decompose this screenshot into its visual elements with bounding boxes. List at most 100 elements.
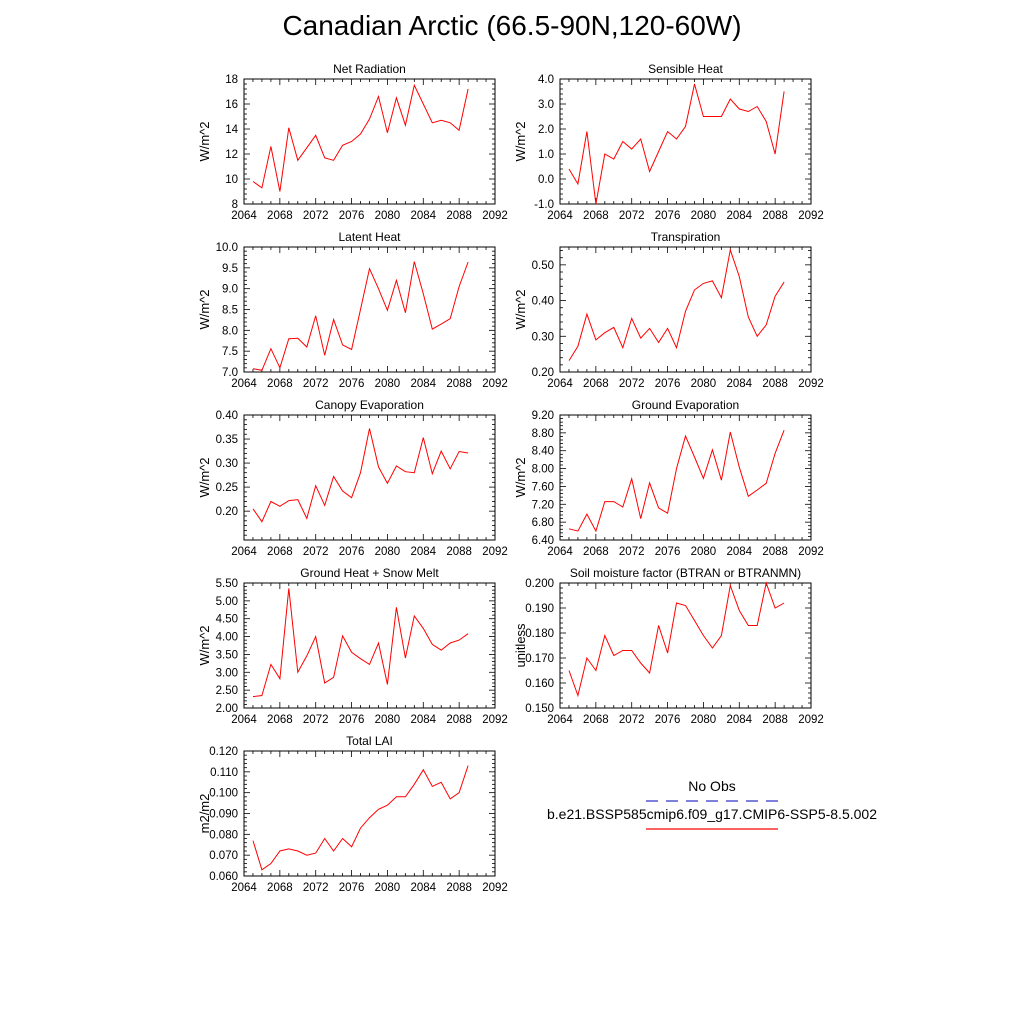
x-tick-label: 2092 (798, 546, 824, 558)
y-tick-label: 0.40 (532, 296, 554, 308)
y-axis-label: W/m^2 (513, 121, 528, 161)
x-tick-label: 2088 (446, 882, 472, 894)
y-axis-label: W/m^2 (513, 289, 528, 329)
chart-panel-9: Total LAI m2/m2 2064 2068 2072 2076 2080 2084 20… (197, 734, 508, 894)
legend-label-no-obs: No Obs (688, 778, 736, 794)
y-tick-label: 0.190 (525, 603, 554, 615)
plot-frame (559, 246, 812, 373)
x-tick-label: 2092 (482, 378, 508, 390)
x-tick-label: 2080 (691, 378, 717, 390)
x-tick-label: 2076 (655, 210, 681, 222)
x-tick-label: 2076 (655, 714, 681, 726)
panel-title: Net Radiation (333, 62, 406, 76)
chart-panel-2: Sensible Heat W/m^2 2064 2068 2072 2076 2080 20… (513, 62, 824, 222)
series-line (568, 247, 785, 361)
x-tick-label: 2088 (446, 210, 472, 222)
chart-panel-7: Ground Heat + Snow Melt W/m^2 2064 2068 2072… (197, 566, 508, 726)
plot-frame (243, 246, 496, 373)
panel-title: Sensible Heat (648, 62, 723, 76)
plot-frame (243, 750, 496, 877)
y-tick-label: 18 (225, 74, 238, 86)
y-axis-label: W/m^2 (513, 457, 528, 497)
panel-title: Total LAI (346, 734, 393, 748)
y-tick-label: 0.100 (209, 788, 238, 800)
y-tick-label: 3.00 (216, 667, 238, 679)
panel-title: Latent Heat (338, 230, 401, 244)
x-tick-label: 2080 (691, 546, 717, 558)
y-tick-label: 0.20 (216, 506, 238, 518)
plot-frame (243, 78, 496, 205)
y-axis-label: W/m^2 (197, 625, 212, 665)
x-tick-label: 2092 (482, 546, 508, 558)
panel-title: Ground Heat + Snow Melt (300, 566, 439, 580)
y-tick-label: 1.0 (538, 149, 554, 161)
chart-panel-5: Canopy Evaporation W/m^2 2064 2068 2072 2076 2… (197, 398, 508, 558)
x-tick-label: 2068 (583, 210, 609, 222)
y-tick-label: 0.160 (525, 678, 554, 690)
y-tick-label: 8.00 (532, 464, 554, 476)
y-tick-label: 7.60 (532, 481, 554, 493)
plot-frame (559, 414, 812, 541)
x-tick-label: 2072 (619, 546, 645, 558)
y-tick-label: 0.110 (210, 767, 238, 779)
plot-frame (559, 78, 812, 205)
x-tick-label: 2084 (726, 714, 752, 726)
y-tick-label: 0.180 (525, 628, 554, 640)
x-tick-label: 2064 (547, 210, 573, 222)
y-tick-label: 2.0 (538, 124, 554, 136)
chart-panel-6: Ground Evaporation W/m^2 2064 2068 2072 2076 2… (513, 398, 824, 558)
x-tick-label: 2088 (762, 378, 788, 390)
x-tick-label: 2072 (619, 714, 645, 726)
x-tick-label: 2088 (762, 546, 788, 558)
y-tick-label: 6.40 (532, 535, 554, 547)
y-tick-label: 0.090 (209, 809, 238, 821)
y-tick-label: 0.080 (209, 829, 238, 841)
y-tick-label: 3.0 (538, 99, 554, 111)
series-line (568, 581, 785, 698)
x-tick-label: 2072 (303, 714, 329, 726)
x-tick-label: 2084 (410, 210, 436, 222)
y-tick-label: 0.070 (209, 850, 238, 862)
x-tick-label: 2064 (231, 882, 257, 894)
y-tick-label: 3.50 (216, 649, 238, 661)
x-tick-label: 2076 (655, 546, 681, 558)
x-tick-label: 2076 (339, 210, 365, 222)
y-tick-label: 0.120 (209, 746, 238, 758)
x-tick-label: 2080 (375, 546, 401, 558)
y-tick-label: 0.30 (532, 331, 554, 343)
x-tick-label: 2092 (482, 882, 508, 894)
x-tick-label: 2072 (303, 882, 329, 894)
x-tick-label: 2072 (303, 210, 329, 222)
x-tick-label: 2064 (231, 210, 257, 222)
x-tick-label: 2068 (267, 714, 293, 726)
y-tick-label: 8 (232, 199, 238, 211)
x-tick-label: 2064 (547, 546, 573, 558)
x-tick-label: 2064 (547, 378, 573, 390)
y-tick-label: 8.0 (222, 325, 238, 337)
y-tick-label: 2.00 (216, 703, 238, 715)
y-tick-label: 0.150 (525, 703, 554, 715)
x-tick-label: 2068 (267, 546, 293, 558)
y-tick-label: 4.50 (216, 614, 238, 626)
x-tick-label: 2084 (410, 378, 436, 390)
y-tick-label: 16 (225, 99, 238, 111)
x-tick-label: 2068 (267, 378, 293, 390)
x-tick-label: 2088 (446, 714, 472, 726)
y-axis-label: W/m^2 (197, 121, 212, 161)
x-tick-label: 2068 (583, 714, 609, 726)
x-tick-label: 2072 (619, 210, 645, 222)
y-tick-label: -1.0 (534, 199, 554, 211)
series-line (252, 588, 469, 698)
y-tick-label: 4.0 (538, 74, 554, 86)
y-tick-label: 14 (225, 124, 238, 136)
legend-line-model-run (646, 828, 778, 830)
y-tick-label: 0.30 (216, 458, 238, 470)
x-tick-label: 2084 (726, 378, 752, 390)
y-tick-label: 7.0 (222, 367, 238, 379)
x-tick-label: 2068 (583, 378, 609, 390)
y-tick-label: 0.35 (216, 434, 238, 446)
x-tick-label: 2072 (303, 546, 329, 558)
panel-title: Transpiration (651, 230, 721, 244)
x-tick-label: 2084 (410, 546, 436, 558)
